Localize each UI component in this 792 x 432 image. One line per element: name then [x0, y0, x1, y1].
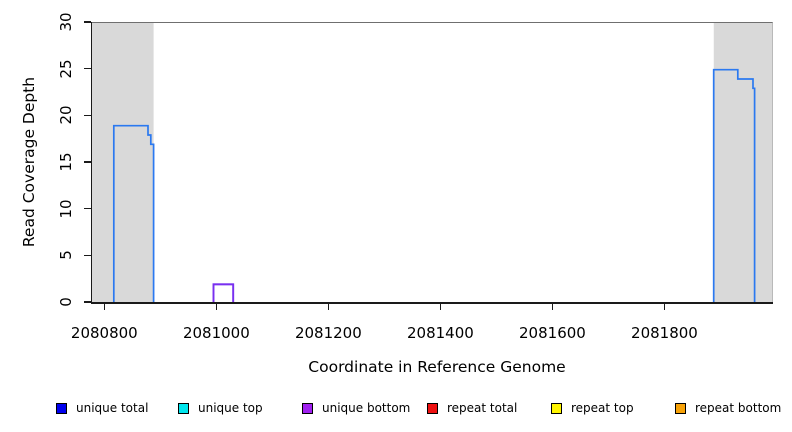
x-tick-label: 2081600 — [519, 324, 586, 342]
x-tick-label: 2080800 — [70, 324, 138, 342]
unique-total-coverage-curve — [92, 68, 772, 304]
legend-swatch-icon — [675, 402, 686, 414]
x-tick-mark — [215, 303, 218, 310]
legend-swatch-icon — [178, 402, 189, 414]
y-tick-mark — [84, 254, 91, 257]
coverage-plot-canvas — [92, 23, 772, 304]
y-tick-label: 0 — [57, 297, 75, 307]
y-tick-label: 15 — [57, 152, 75, 172]
unique-bottom-baseline-with-bump — [92, 283, 772, 304]
y-tick-label: 30 — [57, 12, 75, 32]
repeat-region-left — [92, 23, 154, 303]
y-tick-label: 25 — [57, 59, 75, 79]
legend-label: repeat total — [447, 401, 518, 415]
y-axis-label: Read Coverage Depth — [20, 76, 38, 248]
legend-label: repeat bottom — [695, 401, 782, 415]
x-tick-label: 2081200 — [294, 324, 362, 342]
y-tick-mark — [84, 161, 91, 163]
x-axis-label: Coordinate in Reference Genome — [308, 358, 566, 376]
legend-swatch-icon — [56, 402, 67, 414]
y-tick-mark — [84, 67, 91, 70]
y-tick-mark — [84, 114, 91, 117]
unique-bottom-bump-outline — [212, 283, 235, 303]
y-tick-mark — [84, 207, 91, 210]
legend-swatch-icon — [302, 402, 313, 414]
legend-label: unique bottom — [322, 401, 411, 415]
legend-swatch-icon — [427, 402, 438, 414]
x-tick-mark — [551, 303, 554, 310]
legend-item-unique-bottom: unique bottom — [302, 401, 410, 415]
legend-item-unique-total: unique total — [56, 401, 148, 415]
y-tick-mark — [84, 301, 91, 303]
legend-item-repeat-total: repeat total — [427, 401, 517, 415]
plot-area — [92, 22, 773, 304]
x-tick-label: 2081000 — [182, 324, 250, 342]
x-tick-mark — [103, 303, 106, 310]
x-tick-label: 2081800 — [631, 324, 698, 342]
x-axis-line — [91, 302, 773, 304]
y-tick-mark — [84, 21, 91, 23]
y-tick-label: 5 — [57, 250, 75, 261]
x-tick-mark — [663, 303, 666, 310]
legend-label: unique total — [76, 401, 149, 415]
x-tick-mark — [327, 303, 330, 310]
y-tick-label: 10 — [57, 199, 75, 219]
legend-item-repeat-top: repeat top — [551, 401, 634, 415]
y-tick-label: 20 — [57, 105, 75, 125]
legend-item-repeat-bottom: repeat bottom — [675, 401, 781, 415]
x-tick-label: 2081400 — [406, 324, 474, 342]
y-axis-line — [90, 22, 92, 303]
legend-item-unique-top: unique top — [178, 401, 263, 415]
repeat-region-right — [713, 23, 772, 303]
legend-label: unique top — [198, 401, 263, 415]
legend-swatch-icon — [551, 402, 562, 414]
legend-label: repeat top — [571, 401, 634, 415]
x-tick-mark — [439, 303, 442, 310]
